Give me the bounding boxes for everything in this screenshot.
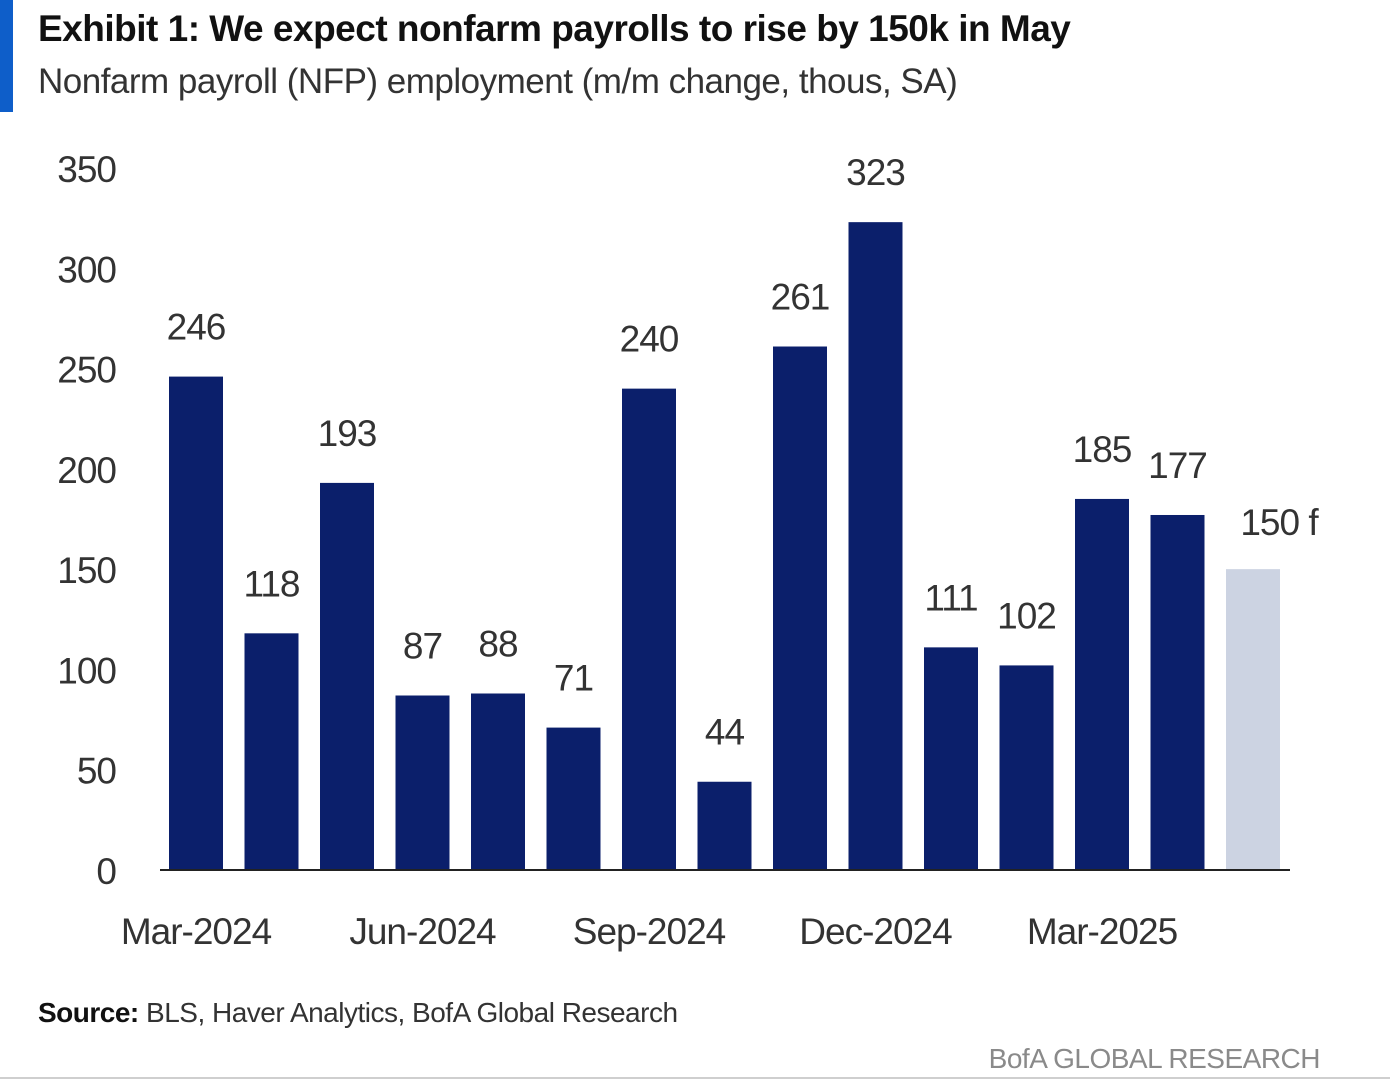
y-tick-label: 0 <box>96 851 116 892</box>
bar-data-label: 88 <box>478 623 517 664</box>
accent-bar <box>0 0 13 112</box>
bar <box>622 388 676 870</box>
y-tick-label: 150 <box>57 550 116 591</box>
x-tick-label: Jun-2024 <box>349 911 496 952</box>
bottom-rule <box>0 1077 1390 1079</box>
y-tick-label: 200 <box>57 450 116 491</box>
bar-forecast <box>1226 569 1280 870</box>
bar-data-label: 323 <box>846 152 905 193</box>
bars <box>169 222 1280 871</box>
y-tick-label: 300 <box>57 249 116 290</box>
bar <box>773 346 827 871</box>
y-tick-label: 100 <box>57 650 116 691</box>
chart-subtitle: Nonfarm payroll (NFP) employment (m/m ch… <box>38 62 958 101</box>
bar-data-label: 118 <box>244 563 300 604</box>
x-tick-label: Mar-2025 <box>1027 911 1178 952</box>
bar <box>848 222 903 870</box>
bar-chart: 0 50 100 150 200 250 300 350 246 118 193 87 88 71 240… <box>57 149 1321 952</box>
bar-data-label: 111 <box>924 577 977 618</box>
chart-title: Exhibit 1: We expect nonfarm payrolls to… <box>38 8 1071 49</box>
bar-data-label: 102 <box>997 595 1056 636</box>
bar <box>1075 498 1129 870</box>
bar <box>999 665 1054 870</box>
bar <box>471 693 525 870</box>
bar-data-label: 87 <box>403 626 442 667</box>
bar <box>546 727 601 870</box>
bar-data-label: 246 <box>167 307 226 348</box>
bar-data-label: 185 <box>1073 429 1132 470</box>
source-label: Source: <box>38 997 139 1028</box>
source-note: Source: BLS, Haver Analytics, BofA Globa… <box>38 997 678 1029</box>
bar-data-label: 44 <box>705 712 745 753</box>
y-tick-label: 50 <box>77 751 117 792</box>
bar <box>924 647 978 870</box>
bar-data-label: 177 <box>1148 445 1207 486</box>
bar <box>1150 514 1205 870</box>
x-axis: Mar-2024 Jun-2024 Sep-2024 Dec-2024 Mar-2025 <box>121 911 1179 952</box>
watermark: BofA GLOBAL RESEARCH <box>988 1043 1321 1074</box>
bar <box>320 482 374 870</box>
bar-data-label: 240 <box>620 319 679 360</box>
bar <box>395 695 450 870</box>
bar-data-label: 71 <box>554 658 593 699</box>
bar-data-label: 261 <box>771 277 830 318</box>
bar <box>244 633 299 870</box>
source-text: BLS, Haver Analytics, BofA Global Resear… <box>146 997 678 1028</box>
y-tick-label: 350 <box>57 149 116 190</box>
y-tick-label: 250 <box>57 350 116 391</box>
x-tick-label: Sep-2024 <box>573 911 726 952</box>
x-tick-label: Dec-2024 <box>799 911 952 952</box>
y-axis: 0 50 100 150 200 250 300 350 <box>57 149 117 892</box>
bar-labels: 246 118 193 87 88 71 240 44 261 323 111 102 185 177 15… <box>167 152 1321 753</box>
bar-data-label: 193 <box>318 413 377 454</box>
bar <box>697 781 752 870</box>
bar <box>169 376 223 870</box>
x-tick-label: Mar-2024 <box>121 911 272 952</box>
bar-data-label-forecast: 150 f <box>1240 502 1319 543</box>
